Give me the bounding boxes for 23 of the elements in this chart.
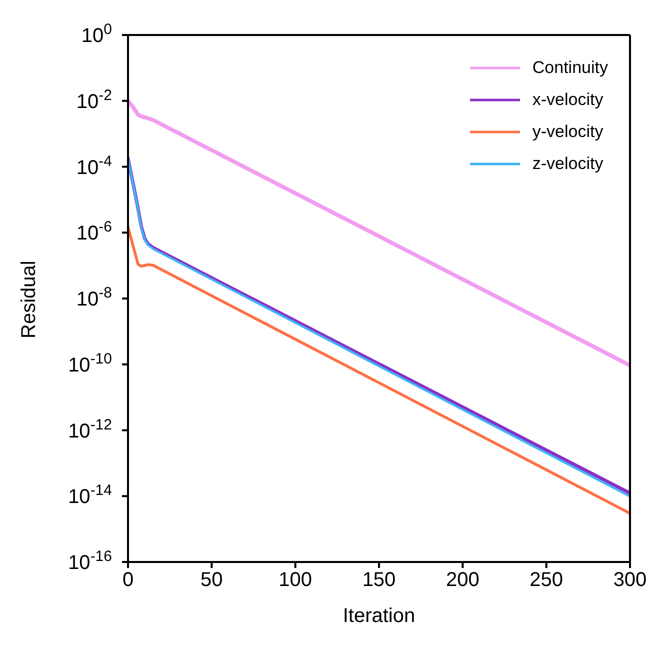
x-tick-label: 300 bbox=[613, 569, 647, 591]
x-tick-label: 100 bbox=[278, 569, 312, 591]
legend-label: x-velocity bbox=[532, 89, 604, 111]
x-tick-label: 0 bbox=[122, 569, 134, 591]
y-tick-label: 10$^{-8}$ bbox=[76, 284, 112, 310]
legend-label: z-velocity bbox=[532, 153, 604, 175]
y-tick-label: 10$^{-16}$ bbox=[68, 548, 112, 574]
x-tick-label: 200 bbox=[446, 569, 480, 591]
y-tick-label: 10$^{-6}$ bbox=[76, 218, 112, 245]
x-tick-label: 50 bbox=[200, 569, 223, 591]
y-tick-label: 10$^{-4}$ bbox=[76, 152, 112, 179]
y-axis-title: Residual bbox=[18, 260, 40, 338]
y-tick-label: 10$^{-2}$ bbox=[76, 86, 112, 113]
y-tick-label: 10$^{-12}$ bbox=[68, 416, 112, 442]
x-tick-label: 250 bbox=[530, 569, 564, 591]
legend-label: y-velocity bbox=[532, 121, 604, 143]
y-tick-label: 10$^{-14}$ bbox=[68, 482, 112, 508]
line-series bbox=[128, 225, 630, 515]
x-tick-label: 150 bbox=[362, 569, 396, 591]
legend-label: Continuity bbox=[532, 57, 608, 79]
x-axis-title: Iteration bbox=[342, 605, 416, 627]
y-tick-label: 10$^{-10}$ bbox=[68, 350, 112, 376]
y-tick-label: 10$^{0}$ bbox=[81, 20, 112, 47]
